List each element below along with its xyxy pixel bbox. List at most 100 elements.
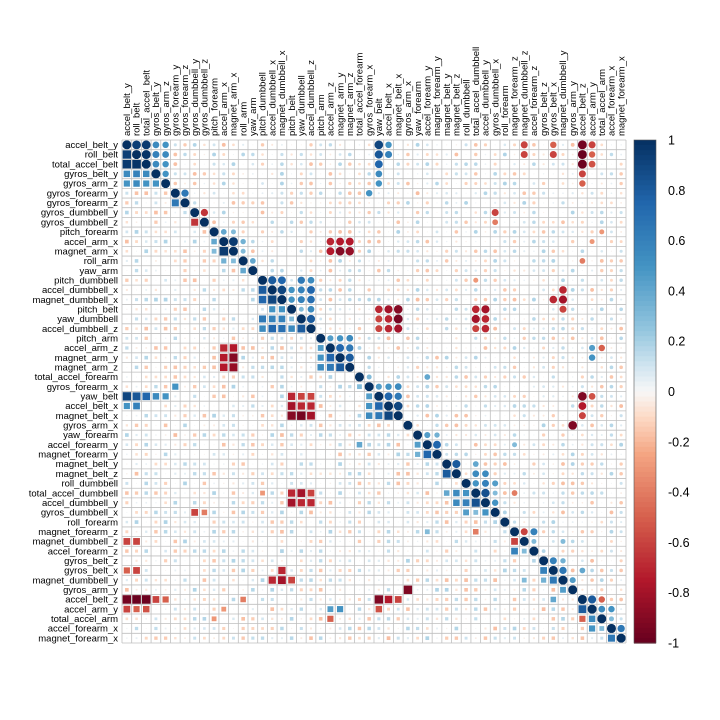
corr-cell-gyros_arm_y-gyros_forearm_x — [368, 588, 371, 591]
corr-cell-magnet_forearm_z-magnet_forearm_y — [435, 530, 439, 534]
corr-cell-total_accel_dumbbell-gyros_forearm_z — [184, 492, 186, 494]
corr-cell-accel_arm_x-accel_belt_x — [387, 240, 390, 243]
corr-cell-total_accel_belt-accel_belt_z — [577, 159, 587, 169]
corr-cell-accel_arm_z-accel_arm_x — [220, 344, 228, 352]
corr-cell-pitch_dumbbell-accel_belt_y — [125, 278, 129, 282]
corr-cell-pitch_dumbbell-accel_forearm_y — [425, 278, 429, 282]
corr-cell-accel_belt_y-accel_forearm_z — [532, 143, 536, 147]
corr-cell-accel_belt_y-gyros_forearm_y — [173, 143, 177, 147]
legend-swatch — [634, 607, 656, 614]
corr-cell-total_accel_arm-gyros_belt_z — [542, 618, 545, 620]
legend-swatch — [634, 145, 656, 151]
corr-cell-gyros_belt_x-gyros_belt_y — [155, 569, 157, 571]
corr-cell-yaw_belt-magnet_forearm_x — [620, 395, 623, 398]
corr-cell-accel_dumbbell_z-magnet_arm_x — [232, 327, 235, 330]
corr-cell-accel_dumbbell_y-magnet_arm_x — [231, 501, 236, 505]
corr-cell-gyros_dumbbell_z-magnet_forearm_x — [619, 220, 623, 224]
corr-cell-magnet_belt_x-gyros_forearm_x — [365, 412, 373, 419]
corr-cell-yaw_arm-accel_forearm_z — [532, 269, 536, 272]
corr-cell-magnet_dumbbell_x-gyros_belt_z — [542, 298, 545, 301]
corr-cell-accel_belt_z-pitch_dumbbell — [260, 597, 265, 602]
corr-cell-accel_arm_x-gyros_arm_z — [163, 239, 168, 244]
corr-cell-gyros_belt_x-accel_belt_y — [123, 567, 130, 574]
corr-cell-gyros_belt_y-accel_dumbbell_z — [309, 172, 313, 176]
corr-cell-total_accel_arm-roll_belt — [135, 617, 138, 621]
corr-cell-magnet_belt_x-accel_forearm_z — [532, 414, 536, 417]
row-label: magnet_belt_z — [56, 469, 119, 480]
column-label: magnet_forearm_y — [432, 56, 443, 136]
corr-cell-roll_arm-magnet_dumbbell_x — [281, 260, 283, 262]
corr-cell-magnet_dumbbell_y-gyros_belt_z — [541, 577, 547, 583]
corr-cell-magnet_dumbbell_x-magnet_arm_x — [232, 298, 235, 301]
corr-cell-gyros_belt_x-yaw_arm — [251, 568, 255, 572]
corr-cell-accel_dumbbell_z-gyros_belt_y — [154, 327, 158, 331]
corr-cell-roll_dumbbell-magnet_forearm_z — [513, 482, 516, 485]
corr-cell-magnet_forearm_y-gyros_arm_y — [570, 452, 575, 457]
corr-cell-gyros_forearm_x-yaw_dumbbell — [300, 385, 303, 388]
corr-cell-gyros_belt_y-magnet_arm_y — [338, 172, 342, 176]
corr-cell-magnet_arm_x-pitch_forearm — [211, 248, 217, 254]
corr-cell-pitch_belt-gyros_dumbbell_z — [202, 307, 207, 311]
corr-cell-accel_dumbbell_y-yaw_forearm — [416, 501, 419, 504]
corr-cell-pitch_forearm-gyros_arm_y — [571, 230, 574, 234]
corr-cell-yaw_dumbbell-magnet_forearm_x — [620, 317, 623, 320]
corr-cell-total_accel_belt-magnet_dumbbell_y — [561, 162, 565, 166]
corr-cell-gyros_arm_x-magnet_dumbbell_z — [523, 424, 526, 427]
corr-cell-yaw_forearm-magnet_arm_y — [339, 434, 342, 436]
corr-cell-accel_forearm_x-accel_forearm_z — [532, 627, 536, 630]
corr-cell-pitch_forearm-gyros_dumbbell_x — [493, 230, 498, 234]
corr-cell-magnet_belt_y-roll_arm — [241, 462, 245, 466]
corr-cell-magnet_dumbbell_x-total_accel_arm — [600, 298, 603, 301]
corr-cell-yaw_arm-gyros_dumbbell_x — [493, 269, 497, 273]
corr-cell-total_accel_forearm-gyros_dumbbell_z — [203, 375, 206, 379]
corr-cell-accel_belt_x-accel_forearm_x — [610, 404, 613, 408]
corr-cell-magnet_forearm_y-roll_belt — [135, 453, 138, 456]
corr-cell-accel_belt_z-gyros_arm_y — [571, 598, 574, 601]
corr-cell-accel_forearm_z-roll_arm — [241, 549, 245, 553]
corr-cell-yaw_dumbbell-total_accel_dumbbell — [471, 314, 480, 324]
corr-cell-magnet_belt_x-gyros_dumbbell_x — [494, 415, 496, 417]
corr-cell-gyros_belt_y-accel_arm_x — [222, 172, 226, 176]
corr-cell-gyros_belt_z-gyros_forearm_x — [367, 559, 371, 563]
corr-cell-gyros_dumbbell_x-magnet_forearm_z — [513, 511, 516, 514]
corr-cell-pitch_arm-gyros_arm_z — [164, 337, 167, 340]
corr-cell-accel_arm_z-gyros_arm_x — [406, 346, 410, 350]
corr-cell-pitch_dumbbell-accel_dumbbell_x — [268, 276, 277, 285]
corr-cell-total_accel_arm-gyros_arm_y — [571, 617, 575, 621]
corr-cell-accel_belt_y-total_accel_belt — [141, 140, 151, 150]
corr-cell-accel_belt_y-accel_dumbbell_z — [309, 143, 313, 147]
corr-cell-gyros_arm_x-total_accel_forearm — [358, 423, 361, 427]
corr-cell-accel_arm_z-pitch_forearm — [212, 346, 216, 350]
row-label: gyros_dumbbell_z — [41, 217, 118, 228]
corr-cell-total_accel_arm-magnet_forearm_y — [435, 617, 439, 620]
corr-cell-magnet_dumbbell_z-gyros_dumbbell_y — [193, 540, 196, 543]
corr-cell-magnet_dumbbell_x-gyros_dumbbell_z — [203, 298, 206, 301]
corr-cell-accel_forearm_x-roll_forearm — [503, 627, 507, 630]
corr-cell-yaw_forearm-yaw_arm — [251, 433, 255, 437]
column-label: yaw_dumbbell — [297, 75, 308, 136]
corr-cell-gyros_arm_x-accel_belt_z — [581, 424, 584, 427]
corr-cell-magnet_dumbbell_z-total_accel_forearm — [357, 539, 362, 544]
corr-cell-accel_arm_x-accel_dumbbell_z — [309, 240, 313, 243]
corr-cell-gyros_arm_z-magnet_belt_x — [396, 182, 400, 186]
corr-cell-gyros_forearm_z-accel_dumbbell_y — [484, 202, 487, 204]
corr-cell-magnet_belt_z-magnet_dumbbell_y — [561, 472, 565, 476]
corr-cell-yaw_dumbbell-accel_belt_x — [384, 315, 393, 323]
column-label: magnet_belt_x — [393, 73, 404, 136]
corr-cell-accel_forearm_x-yaw_belt — [377, 627, 381, 630]
corr-cell-gyros_belt_x-gyros_forearm_y — [174, 569, 177, 572]
corr-cell-magnet_dumbbell_y-total_accel_arm — [599, 578, 604, 583]
corr-cell-total_accel_arm-gyros_arm_z — [164, 617, 167, 620]
corr-cell-roll_dumbbell-pitch_dumbbell — [260, 481, 265, 486]
corr-cell-gyros_dumbbell_x-magnet_forearm_y — [435, 510, 439, 515]
column-label: yaw_belt — [374, 98, 385, 136]
corr-cell-accel_forearm_x-magnet_dumbbell_z — [522, 627, 526, 630]
corr-cell-gyros_forearm_y-accel_dumbbell_z — [309, 191, 313, 195]
corr-cell-roll_forearm-magnet_dumbbell_x — [280, 520, 284, 524]
corr-cell-roll_arm-gyros_arm_z — [165, 260, 167, 262]
corr-cell-accel_arm_z-gyros_belt_x — [552, 346, 555, 350]
corr-cell-total_accel_forearm-accel_arm_x — [222, 375, 226, 379]
corr-cell-yaw_arm-total_accel_belt — [144, 269, 148, 272]
column-label: magnet_dumbbell_x — [277, 50, 288, 136]
corr-cell-accel_forearm_z-accel_belt_y — [125, 549, 129, 553]
